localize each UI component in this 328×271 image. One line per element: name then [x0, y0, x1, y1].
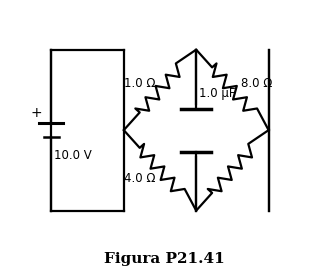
Text: 8.0 Ω: 8.0 Ω — [241, 77, 272, 90]
Text: 4.0 Ω: 4.0 Ω — [124, 172, 155, 185]
Text: 1.0 Ω: 1.0 Ω — [124, 77, 155, 90]
Text: +: + — [31, 106, 42, 120]
Text: Figura P21.41: Figura P21.41 — [104, 252, 224, 266]
Text: 10.0 V: 10.0 V — [54, 149, 92, 162]
Text: 1.0 μF: 1.0 μF — [199, 88, 236, 101]
